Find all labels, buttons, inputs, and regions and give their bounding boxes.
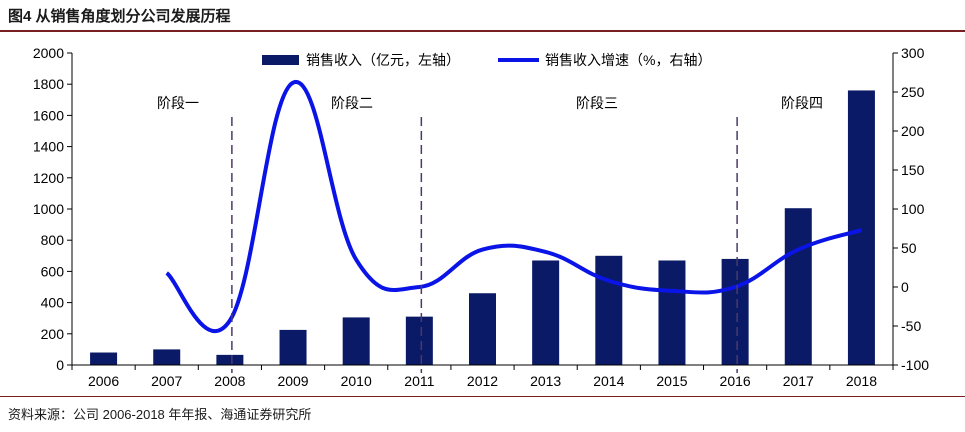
y-left-tick-label: 1400 [33, 139, 64, 155]
x-tick-label: 2009 [277, 373, 308, 389]
y-right-tick-label: -100 [901, 357, 929, 373]
bar-2012 [469, 293, 496, 365]
x-tick-label: 2011 [404, 373, 434, 389]
y-left-tick-label: 2000 [33, 45, 64, 61]
x-tick-label: 2013 [530, 373, 561, 389]
bar-2017 [784, 208, 812, 365]
chart-canvas: 0200400600800100012001400160018002000-10… [33, 45, 929, 389]
y-left-tick-label: 1000 [33, 201, 64, 217]
stage-label: 阶段三 [576, 95, 618, 111]
legend-bar-label: 销售收入（亿元，左轴） [306, 52, 460, 68]
figure-title-bar: 图4 从销售角度划分公司发展历程 [0, 0, 965, 30]
figure-title: 图4 从销售角度划分公司发展历程 [8, 8, 231, 25]
y-left-tick-label: 200 [41, 326, 65, 342]
y-left-tick-label: 800 [41, 232, 65, 248]
bar-2011 [405, 316, 433, 365]
x-tick-label: 2012 [467, 373, 498, 389]
bar-2014 [595, 255, 623, 365]
bar-2009 [279, 329, 307, 365]
x-tick-label: 2008 [214, 373, 245, 389]
x-tick-label: 2015 [656, 373, 687, 389]
y-right-tick-label: 150 [901, 162, 925, 178]
bar-2006 [90, 352, 118, 365]
growth-line [165, 80, 863, 333]
y-left-tick-label: 1600 [33, 107, 64, 123]
bar-2016 [721, 258, 749, 365]
bar-2008 [216, 354, 244, 365]
y-right-tick-label: 300 [901, 45, 925, 61]
bar-2007 [153, 349, 181, 365]
title-divider [0, 30, 965, 32]
y-left-tick-label: 600 [41, 263, 65, 279]
y-right-tick-label: 200 [901, 123, 925, 139]
x-tick-label: 2017 [783, 373, 814, 389]
bar-2013 [532, 260, 560, 365]
y-left-tick-label: 1800 [33, 76, 64, 92]
y-right-tick-label: -50 [901, 318, 921, 334]
y-right-tick-label: 0 [901, 279, 909, 295]
x-tick-label: 2010 [341, 373, 372, 389]
bar-2018 [847, 90, 875, 365]
x-tick-label: 2007 [151, 373, 182, 389]
y-right-tick-label: 100 [901, 201, 925, 217]
bar-2010 [342, 317, 370, 365]
legend-bar-swatch [262, 55, 299, 65]
y-right-tick-label: 50 [901, 240, 917, 256]
figure-source: 资料来源：公司 2006-2018 年年报、海通证券研究所 [8, 407, 312, 422]
stage-label: 阶段一 [157, 95, 199, 111]
y-left-tick-label: 1200 [33, 170, 64, 186]
bar-2015 [658, 260, 686, 365]
legend-line-label: 销售收入增速（%，右轴） [545, 52, 711, 68]
y-right-tick-label: 250 [901, 84, 925, 100]
y-left-tick-label: 0 [56, 357, 64, 373]
stage-label: 阶段四 [781, 95, 823, 111]
x-tick-label: 2018 [846, 373, 877, 389]
x-tick-label: 2016 [720, 373, 751, 389]
x-tick-label: 2014 [593, 373, 624, 389]
source-divider [0, 396, 965, 397]
y-left-tick-label: 400 [41, 295, 65, 311]
x-tick-label: 2006 [88, 373, 119, 389]
stage-label: 阶段二 [331, 95, 373, 111]
